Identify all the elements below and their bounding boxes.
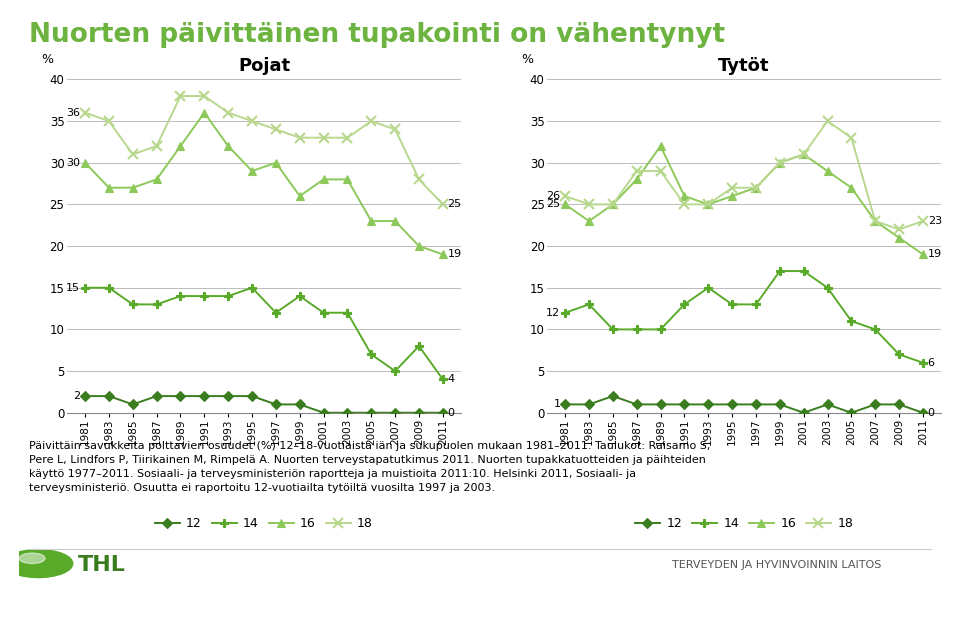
Text: 15: 15 [66,283,81,293]
Text: 12: 12 [546,308,561,318]
Legend: 12, 14, 16, 18: 12, 14, 16, 18 [630,512,858,535]
Circle shape [4,549,73,578]
Text: 19: 19 [927,250,942,259]
Text: 0: 0 [927,408,935,418]
Text: Tuomas Tenkanen: Tuomas Tenkanen [424,606,536,618]
Text: Päivittäin savukkeita polttavien osuudet (%) 12–18-vuotiaista iän ja sukupuolen : Päivittäin savukkeita polttavien osuudet… [29,441,710,493]
Legend: 12, 14, 16, 18: 12, 14, 16, 18 [150,512,378,535]
Text: %: % [521,53,534,66]
Text: 12: 12 [921,606,936,618]
Text: 16.10.2012: 16.10.2012 [24,606,95,618]
Text: 26: 26 [546,191,561,201]
Text: %: % [41,53,54,66]
Title: Pojat: Pojat [238,57,290,75]
Text: 19: 19 [447,250,462,259]
Text: 4: 4 [447,375,455,384]
Text: 6: 6 [927,358,935,368]
Text: 25: 25 [447,199,462,210]
Text: 0: 0 [447,408,455,418]
Text: 36: 36 [66,108,81,117]
Circle shape [19,553,45,564]
Text: 2: 2 [73,391,81,401]
Text: Nuorten päivittäinen tupakointi on vähentynyt: Nuorten päivittäinen tupakointi on vähen… [29,22,725,48]
Text: THL: THL [78,556,126,575]
Text: TERVEYDEN JA HYVINVOINNIN LAITOS: TERVEYDEN JA HYVINVOINNIN LAITOS [672,560,881,570]
Text: 25: 25 [546,199,561,210]
Text: 1: 1 [553,399,561,410]
Text: 30: 30 [66,157,81,168]
Title: Tytöt: Tytöt [718,57,770,75]
Text: 23: 23 [927,216,942,226]
